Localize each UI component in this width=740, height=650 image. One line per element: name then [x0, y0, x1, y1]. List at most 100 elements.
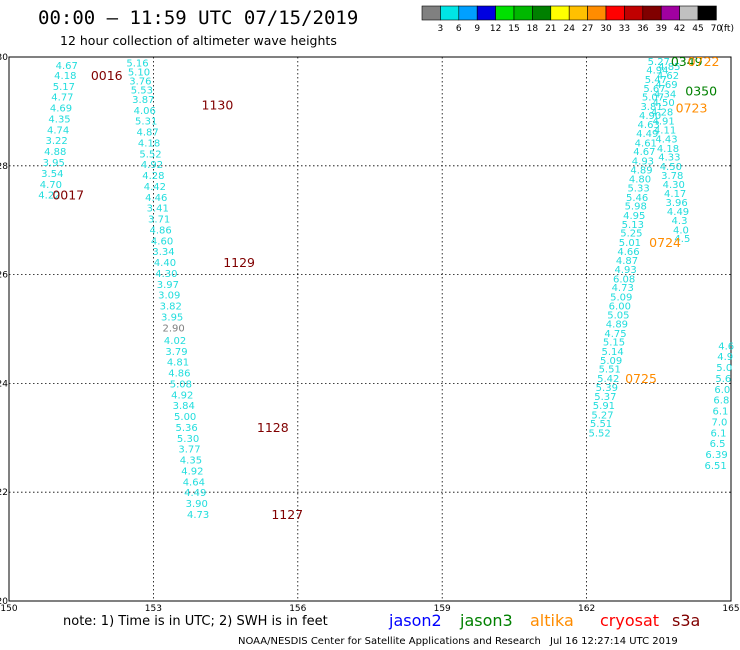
swh-value-label: 5.42 — [597, 374, 619, 385]
swh-value-label: 3.95 — [161, 312, 183, 323]
swh-value-label: 6.0 — [714, 385, 730, 396]
swh-value-label: 5.6 — [715, 374, 731, 385]
swh-value-label: 4.73 — [187, 510, 209, 521]
time-label: 0725 — [625, 371, 657, 386]
swh-value-label: 7.0 — [711, 417, 727, 428]
swh-value-label: 6.8 — [713, 396, 729, 407]
swh-value-label: 4.43 — [655, 135, 677, 146]
x-tick-label: 162 — [578, 604, 595, 614]
legend-swatch — [679, 5, 699, 21]
swh-value-label: 4.86 — [168, 369, 190, 380]
swh-value-label: 4.86 — [149, 225, 171, 236]
swh-value-label: 4.69 — [50, 104, 72, 115]
legend-swatch — [458, 5, 478, 21]
swh-value-label: 6.5 — [710, 439, 726, 450]
mission-cryosat: cryosat — [600, 611, 659, 630]
swh-value-label: 4.94 — [646, 66, 668, 77]
swh-value-label: 5.46 — [626, 193, 648, 204]
legend-tick-label: 36 — [637, 24, 649, 34]
swh-value-label: 4.81 — [167, 358, 189, 369]
swh-value-label: 4.93 — [614, 265, 636, 276]
chart-subtitle: 12 hour collection of altimeter wave hei… — [60, 33, 337, 48]
legend-tick-label: 70 — [711, 24, 723, 34]
legend-swatch — [624, 5, 644, 21]
swh-value-label: 4.6 — [718, 341, 734, 352]
swh-value-label: 4.70 — [40, 180, 62, 191]
swh-value-label: 4.85 — [658, 62, 680, 73]
y-tick-label: 26 — [0, 271, 8, 281]
swh-value-label: 5.91 — [593, 401, 615, 412]
swh-value-label: 4.11 — [654, 125, 676, 136]
swh-value-labels: 5.165.103.765.533.874.065.314.874.185.52… — [38, 57, 734, 521]
time-label: 1129 — [223, 255, 255, 270]
swh-value-label: 3.81 — [640, 102, 662, 113]
legend-tick-label: 21 — [545, 24, 556, 34]
swh-value-label: 4.92 — [141, 160, 163, 171]
swh-value-label: 4.3 — [672, 216, 688, 227]
swh-value-label: 4.9 — [717, 352, 733, 363]
swh-value-label: 4.64 — [183, 477, 205, 488]
swh-value-label: 4.06 — [134, 106, 156, 117]
swh-value-label: 4.80 — [629, 174, 651, 185]
swh-value-label: 3.84 — [173, 401, 195, 412]
swh-value-label: 6.1 — [712, 407, 728, 418]
swh-value-label: 4.18 — [54, 71, 76, 82]
legend-swatch — [532, 5, 552, 21]
time-label: 0016 — [91, 68, 123, 83]
swh-value-label: 4.49 — [667, 207, 689, 218]
swh-value-label: 4.35 — [48, 114, 70, 125]
swh-value-label: 5.17 — [53, 82, 75, 93]
legend-tick-label: 12 — [490, 24, 501, 34]
swh-value-label: 4.92 — [181, 466, 203, 477]
swh-value-label: 3.97 — [157, 280, 179, 291]
swh-value-label: 4.0 — [673, 225, 689, 236]
x-tick-label: 150 — [0, 604, 17, 614]
time-label: 0350 — [685, 84, 717, 99]
swh-value-label: 4.91 — [652, 117, 674, 128]
swh-value-label: 6.1 — [711, 428, 727, 439]
swh-value-label: 4.33 — [658, 153, 680, 164]
legend-swatch — [642, 5, 662, 21]
swh-value-label: 4.49 — [636, 129, 658, 140]
swh-value-label: 6.51 — [704, 461, 726, 472]
swh-value-label: 4.66 — [617, 247, 639, 258]
footer-credit: NOAA/NESDIS Center for Satellite Applica… — [238, 636, 541, 647]
swh-value-label: 3.41 — [147, 204, 169, 215]
swh-value-label: 4.18 — [138, 138, 160, 149]
swh-value-label: 5.67 — [643, 84, 665, 95]
legend-swatch — [495, 5, 515, 21]
swh-value-label: 5.05 — [607, 310, 629, 321]
swh-value-label: 3.78 — [661, 171, 683, 182]
legend-swatch — [568, 5, 588, 21]
swh-value-label: 4.02 — [164, 336, 186, 347]
swh-value-label: 4.49 — [184, 488, 206, 499]
legend-tick-label: 39 — [655, 24, 667, 34]
time-label: 1130 — [202, 97, 234, 112]
swh-value-label: 4.67 — [633, 147, 655, 158]
swh-value-label: 4.74 — [47, 125, 69, 136]
swh-value-label: 6.39 — [705, 450, 727, 461]
swh-value-label: 3.87 — [132, 95, 154, 106]
swh-value-label: 5.0 — [716, 363, 732, 374]
swh-value-label: 4.90 — [639, 111, 661, 122]
swh-value-label: 5.36 — [175, 423, 197, 434]
swh-value-label: 2.90 — [162, 323, 184, 334]
mission-jason3: jason3 — [459, 611, 513, 630]
legend-tick-label: 24 — [563, 24, 575, 34]
swh-value-label: 4.50 — [652, 98, 674, 109]
legend-tick-label: 18 — [527, 24, 539, 34]
swh-value-label: 4.5 — [674, 234, 690, 245]
swh-value-label: 5.47 — [645, 75, 667, 86]
swh-value-label: 3.96 — [665, 198, 687, 209]
swh-value-label: 5.01 — [619, 238, 641, 249]
x-tick-label: 159 — [434, 604, 451, 614]
footer-timestamp: Jul 16 12:27:14 UTC 2019 — [549, 636, 678, 647]
swh-value-label: 4.62 — [657, 71, 679, 82]
swh-value-label: 4.67 — [56, 61, 78, 72]
x-tick-label: 156 — [289, 604, 306, 614]
swh-value-label: 3.22 — [46, 136, 68, 147]
swh-value-label: 4.73 — [612, 283, 634, 294]
swh-value-label: 3.09 — [158, 291, 180, 302]
swh-value-label: 5.52 — [588, 428, 610, 439]
